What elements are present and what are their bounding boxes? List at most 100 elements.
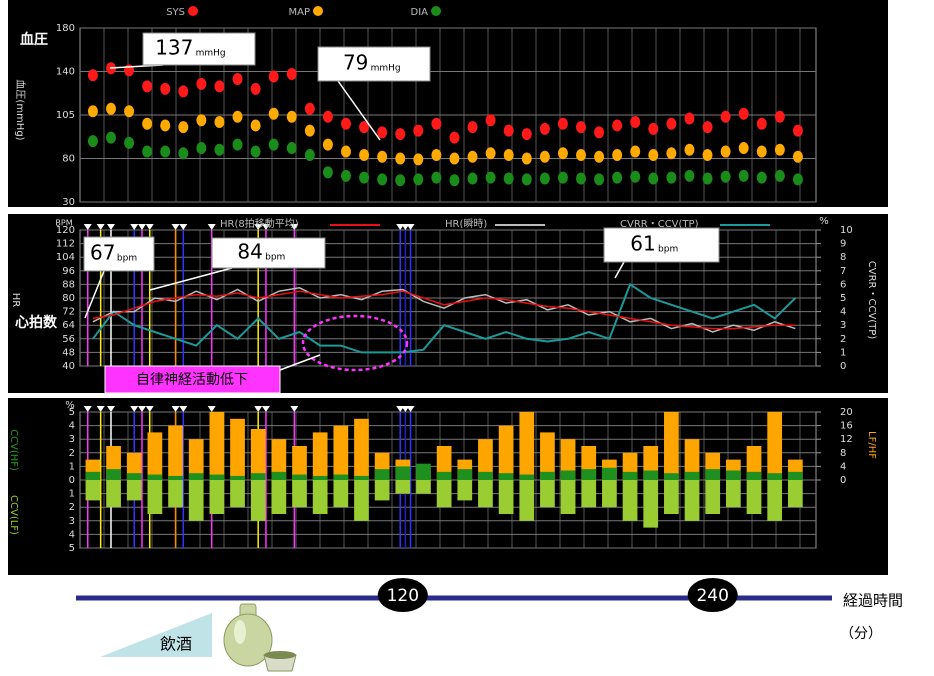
point	[178, 147, 189, 160]
bar	[581, 480, 597, 508]
point	[666, 171, 677, 184]
y2-tick-label: 10	[840, 225, 853, 236]
legend-swatch	[431, 6, 441, 16]
y-tick-label: 64	[62, 320, 75, 331]
point	[214, 143, 225, 156]
callout-value: 61	[630, 232, 655, 256]
bar	[209, 480, 225, 514]
point	[250, 145, 261, 158]
callout-pointer	[614, 261, 625, 279]
event-marker	[261, 224, 270, 230]
bar	[147, 474, 163, 480]
callout-box	[104, 365, 281, 394]
y2-tick-label: 0	[840, 475, 846, 486]
point	[485, 171, 496, 184]
bar	[767, 473, 783, 480]
point	[286, 142, 297, 155]
point	[630, 145, 641, 158]
bar	[209, 412, 225, 480]
bar	[540, 471, 555, 480]
point	[594, 173, 605, 186]
point	[720, 145, 731, 158]
point	[774, 110, 785, 123]
timeline-tick-label: 240	[696, 586, 728, 606]
point	[359, 149, 370, 162]
bar	[168, 480, 183, 508]
point	[539, 122, 550, 135]
point	[340, 169, 351, 182]
y-unit: %	[65, 400, 75, 411]
event-marker	[406, 224, 415, 230]
callout-unit: bpm	[265, 253, 285, 263]
drink-label: 飲酒	[160, 635, 192, 654]
y-tick-label: 5	[69, 543, 75, 554]
y2-tick-label: 8	[840, 252, 846, 263]
point	[720, 110, 731, 123]
point	[359, 171, 370, 184]
y2-tick-label: 2	[840, 334, 846, 345]
callout-value: 79	[343, 51, 368, 75]
event-marker	[171, 406, 180, 412]
bar	[746, 446, 762, 480]
bar	[416, 463, 431, 480]
point	[232, 72, 243, 85]
callout-pointer	[279, 354, 321, 371]
series-line	[92, 287, 796, 333]
event-marker	[137, 406, 146, 412]
event-marker	[96, 406, 105, 412]
point	[557, 171, 568, 184]
callout-value: 67	[90, 241, 115, 265]
point	[87, 105, 98, 118]
bar	[602, 467, 617, 480]
point	[322, 166, 333, 179]
y2-axis-label: LF/HF	[866, 431, 877, 459]
bar	[622, 480, 638, 521]
point	[431, 149, 442, 162]
timeline-tick	[377, 578, 428, 612]
y-tick-label: 120	[56, 225, 75, 236]
y-tick-label: 2	[69, 448, 75, 459]
event-marker	[130, 224, 139, 230]
point	[322, 110, 333, 123]
bar	[540, 432, 555, 480]
callout-unit: bpm	[658, 245, 678, 255]
y2-tick-label: 12	[840, 434, 853, 445]
point	[105, 131, 116, 144]
event-marker	[396, 406, 405, 412]
bar	[374, 480, 390, 501]
legend-label: HR(瞬時)	[445, 217, 487, 230]
point	[340, 145, 351, 158]
bar	[519, 474, 535, 480]
y-tick-label: 140	[56, 67, 75, 78]
point	[539, 172, 550, 185]
bar	[684, 471, 700, 480]
bar	[643, 470, 659, 480]
bar	[354, 480, 369, 521]
event-marker	[406, 406, 415, 412]
sake-bottle	[223, 603, 297, 672]
point	[87, 135, 98, 148]
bar	[168, 425, 183, 480]
bar	[292, 446, 307, 480]
y2-tick-label: 1	[840, 347, 846, 358]
bar	[622, 471, 638, 480]
event-marker	[290, 406, 299, 412]
callout-box	[317, 46, 431, 82]
y-tick-label: 56	[62, 334, 75, 345]
event-marker	[207, 224, 216, 230]
bar	[85, 471, 101, 480]
bar	[726, 480, 741, 508]
point	[232, 138, 243, 151]
bar	[250, 480, 266, 521]
point	[756, 117, 767, 130]
bar	[188, 473, 204, 480]
bar	[209, 474, 225, 480]
bar	[498, 473, 514, 480]
bar	[787, 471, 803, 480]
bar	[271, 471, 287, 480]
point	[702, 149, 713, 162]
bar	[147, 480, 163, 514]
callout-text: 自律神経活動低下	[136, 372, 248, 388]
point	[467, 150, 478, 163]
